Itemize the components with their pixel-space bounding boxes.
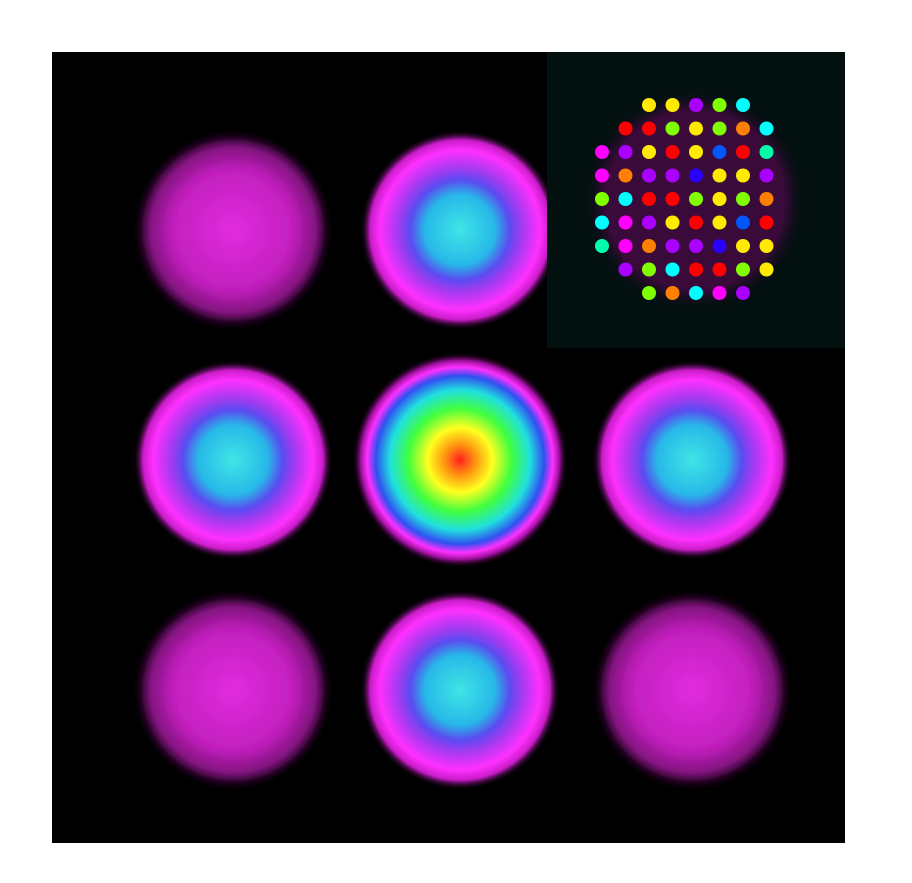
dot: [712, 192, 727, 206]
dot: [595, 168, 609, 183]
dot: [642, 286, 656, 300]
dot: [759, 239, 774, 253]
dot: [736, 192, 750, 206]
dot: [689, 98, 703, 112]
dot: [595, 145, 609, 159]
dot: [712, 98, 727, 112]
blob: [592, 360, 792, 560]
dot: [736, 121, 750, 136]
dot-grid: [595, 98, 774, 300]
dot: [595, 192, 609, 206]
dot: [689, 286, 703, 300]
dot: [642, 262, 656, 277]
dot: [712, 215, 727, 230]
dot: [665, 192, 680, 206]
dot: [595, 239, 609, 253]
dot: [712, 168, 727, 183]
dot: [618, 262, 633, 277]
dot: [759, 121, 774, 136]
blob: [352, 352, 568, 568]
dot: [736, 262, 750, 277]
dot: [665, 215, 680, 230]
dot: [665, 262, 680, 277]
dot: [618, 121, 633, 136]
dot: [736, 98, 750, 112]
dot: [642, 98, 656, 112]
dot: [642, 239, 656, 253]
dot: [618, 215, 633, 230]
dot: [712, 262, 727, 277]
dot: [689, 168, 703, 183]
dot: [712, 239, 727, 253]
blob: [133, 360, 333, 560]
dot: [712, 145, 727, 159]
blob: [360, 590, 560, 790]
dot: [736, 239, 750, 253]
dot: [642, 192, 656, 206]
blob: [133, 590, 333, 790]
dot: [642, 145, 656, 159]
dot: [618, 145, 633, 159]
dot: [689, 262, 703, 277]
dot: [689, 215, 703, 230]
dot: [618, 192, 633, 206]
dot: [665, 98, 680, 112]
dot: [759, 215, 774, 230]
dot: [689, 192, 703, 206]
dot: [618, 168, 633, 183]
dot: [759, 192, 774, 206]
dot: [759, 262, 774, 277]
dot: [595, 215, 609, 230]
dot: [712, 121, 727, 136]
inset: [547, 52, 845, 348]
dot: [642, 168, 656, 183]
dot: [759, 145, 774, 159]
dot: [712, 286, 727, 300]
dot: [736, 215, 750, 230]
blob: [360, 130, 560, 330]
dot: [689, 145, 703, 159]
dot: [689, 121, 703, 136]
dot: [689, 239, 703, 253]
dot: [665, 121, 680, 136]
dot: [736, 286, 750, 300]
dot: [736, 145, 750, 159]
dot: [642, 215, 656, 230]
dot: [759, 168, 774, 183]
dot: [665, 286, 680, 300]
dot: [618, 239, 633, 253]
dot: [665, 168, 680, 183]
blobs: [133, 130, 792, 790]
blob: [133, 130, 333, 330]
dot: [736, 168, 750, 183]
blob: [592, 590, 792, 790]
dot: [642, 121, 656, 136]
dot: [665, 145, 680, 159]
dot: [665, 239, 680, 253]
